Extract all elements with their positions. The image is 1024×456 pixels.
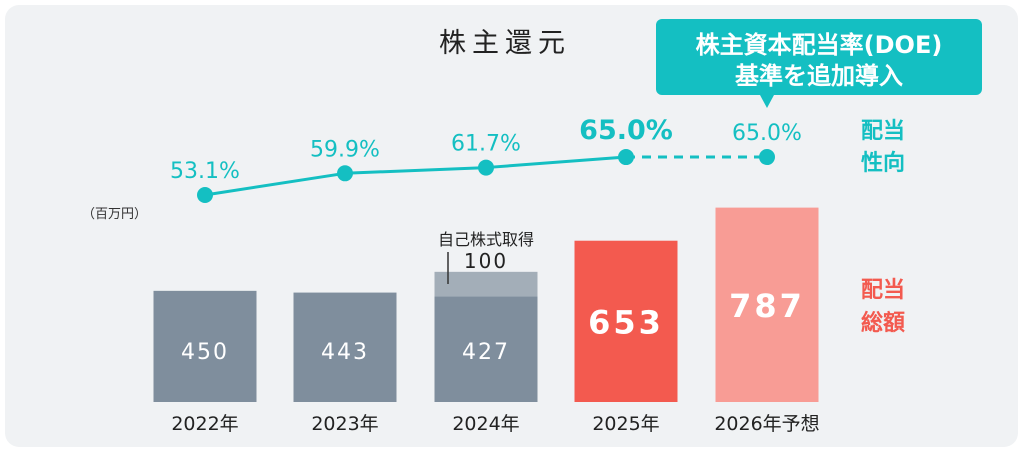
bar-dividend-4 — [715, 207, 819, 402]
callout: 株主資本配当率(DOE) 基準を追加導入 — [656, 19, 982, 108]
bar-dividend-1 — [293, 292, 397, 402]
unit-label: （百万円） — [82, 207, 147, 222]
line-point-4 — [759, 149, 775, 166]
bar-value-label-3: 653 — [588, 303, 664, 341]
legend-bar-label-2: 総額 — [861, 310, 905, 336]
bar-buyback-2 — [434, 271, 538, 297]
callout-box — [656, 19, 982, 95]
bar-dividend-2 — [434, 296, 538, 402]
x-tick-label-0: 2022年 — [171, 413, 238, 435]
x-tick-label-4: 2026年予想 — [714, 413, 819, 435]
bars: 450 443 427 653 787 — [153, 207, 819, 402]
legend-line-label-2: 性向 — [861, 150, 905, 176]
line-point-1 — [337, 165, 353, 182]
x-axis-labels: 2022年 2023年 2024年 2025年 2026年予想 — [171, 413, 819, 435]
chart-title: 株主還元 — [439, 28, 571, 59]
callout-line2: 基準を追加導入 — [735, 62, 903, 90]
line-segment-0 — [204, 171, 346, 197]
x-tick-label-1: 2023年 — [311, 413, 378, 435]
bar-value-label-1: 443 — [321, 340, 369, 365]
line-value-label-3: 65.0% — [579, 115, 673, 146]
payout-ratio-line: 53.1% 59.9% 61.7% 65.0% 65.0% — [170, 115, 802, 203]
bar-value-label-4: 787 — [729, 287, 805, 325]
line-value-label-1: 59.9% — [310, 137, 380, 162]
x-tick-label-3: 2025年 — [592, 413, 659, 435]
line-point-0 — [197, 187, 213, 203]
bar-value-label-0: 450 — [181, 340, 229, 365]
line-value-label-0: 53.1% — [170, 159, 240, 184]
line-point-3 — [618, 149, 634, 166]
bar-dividend-0 — [153, 290, 257, 402]
line-segment-2 — [485, 155, 627, 170]
line-value-label-2: 61.7% — [451, 132, 521, 157]
bar-value-label-2: 427 — [462, 340, 510, 365]
line-segment-1 — [344, 166, 487, 175]
legend-bar-label-1: 配当 — [861, 278, 905, 303]
buyback-label: 自己株式取得 — [438, 230, 534, 249]
callout-pointer — [760, 95, 774, 108]
bar-dividend-3 — [574, 240, 678, 402]
callout-line1: 株主資本配当率(DOE) — [696, 31, 943, 59]
line-point-2 — [478, 159, 494, 176]
x-tick-label-2: 2024年 — [452, 413, 519, 435]
legend-line-label-1: 配当 — [861, 119, 905, 144]
line-value-label-4: 65.0% — [732, 121, 802, 146]
buyback-value: 100 — [464, 249, 508, 273]
